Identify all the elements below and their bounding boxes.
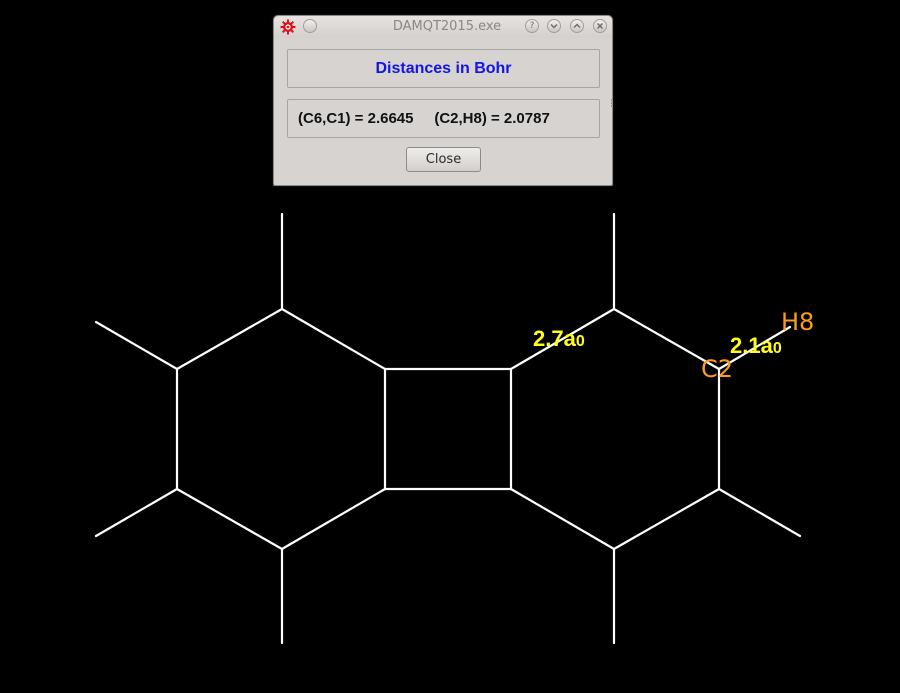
header-panel: Distances in Bohr xyxy=(287,49,600,88)
distance-values: (C6,C1) = 2.6645 (C2,H8) = 2.0787 xyxy=(298,110,550,127)
bond xyxy=(280,307,387,371)
bond xyxy=(509,307,616,371)
close-icon[interactable] xyxy=(593,19,607,33)
atom-label-c2: C2 xyxy=(701,355,733,383)
bond xyxy=(175,487,284,551)
bond xyxy=(612,487,721,551)
left-ring xyxy=(175,307,387,551)
right-ring xyxy=(509,307,721,551)
chevron-up-icon[interactable] xyxy=(570,19,584,33)
chevron-down-icon[interactable] xyxy=(547,19,561,33)
help-glyph: ? xyxy=(529,20,535,31)
central-ring xyxy=(383,367,513,491)
distance-label-c6-c1: 2.7a0 xyxy=(533,326,585,351)
bond xyxy=(612,307,721,371)
bond xyxy=(509,487,616,551)
circle-button-icon[interactable] xyxy=(303,19,317,33)
bond xyxy=(175,307,284,371)
dialog-heading: Distances in Bohr xyxy=(375,60,512,77)
bond xyxy=(94,320,179,371)
atom-label-h8: H8 xyxy=(781,308,814,336)
window-title: DAMQT2015.exe xyxy=(392,19,502,34)
bond xyxy=(94,487,179,538)
hydrogen-bonds xyxy=(94,212,802,645)
title-bar[interactable]: DAMQT2015.exe ? xyxy=(274,16,612,38)
distances-panel: (C6,C1) = 2.6645 (C2,H8) = 2.0787 xyxy=(287,99,600,138)
bond xyxy=(280,487,387,551)
bond xyxy=(717,487,802,538)
help-icon[interactable]: ? xyxy=(525,19,539,33)
distances-dialog: DAMQT2015.exe ? Distances in Bohr (C6,C1… xyxy=(273,15,613,186)
gear-icon[interactable] xyxy=(280,19,296,35)
distance-label-c2-h8: 2.1a0 xyxy=(730,333,782,358)
resize-grip-icon[interactable] xyxy=(611,99,613,107)
bond-c2-h8 xyxy=(717,325,792,371)
close-button[interactable]: Close xyxy=(406,147,481,172)
